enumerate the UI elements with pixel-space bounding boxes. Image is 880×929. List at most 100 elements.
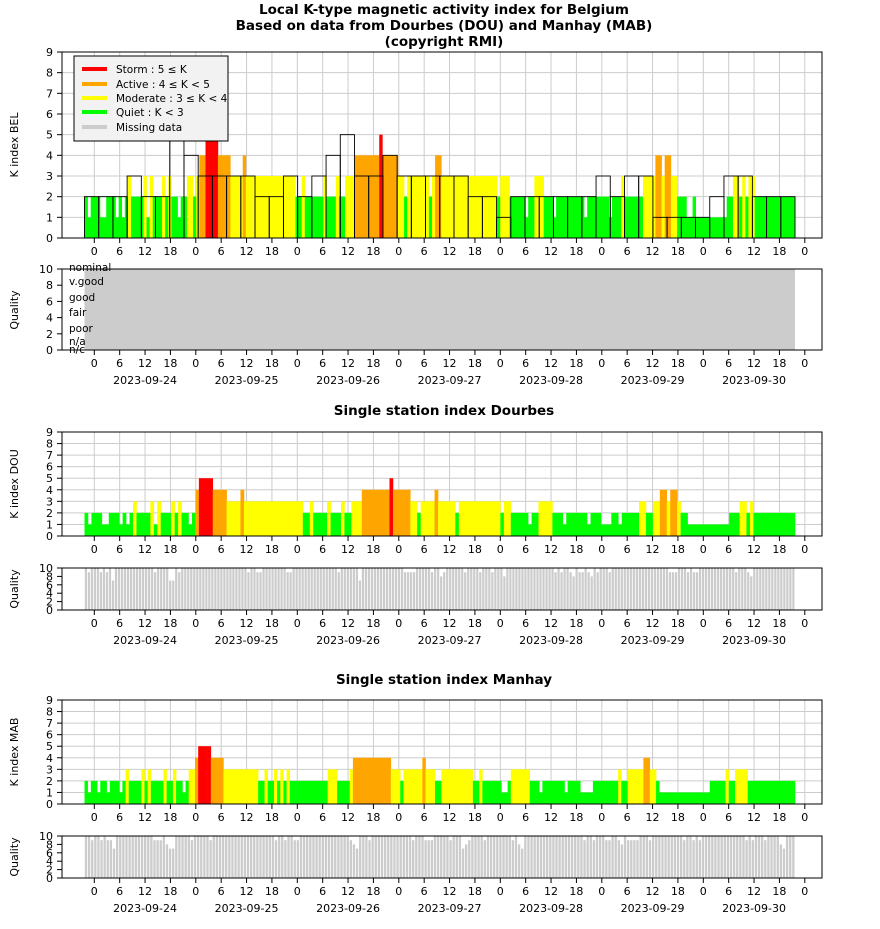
bel-fine-bar [701,217,706,238]
dou-bar [725,524,730,536]
bel-fine-bar [723,217,728,238]
bel-fine-bar [289,176,293,238]
mab-quality-frame [61,835,823,879]
dou-quality-bar [467,568,470,610]
mab-bar [176,780,180,804]
dou-quality-bar [614,568,617,610]
dou-quality-bar [217,568,220,610]
dou-x-tick-label: 0 [91,543,98,556]
bel-fine-bar [252,176,256,238]
mab-bar [356,757,360,804]
mab-bar [84,780,88,804]
mab-bar [270,780,275,804]
bel-quality-date-label: 2023-09-29 [621,374,685,387]
mab-bar [352,757,357,804]
bel-fine-bar [342,196,346,238]
bel-fine-bar [385,155,389,238]
dou-x-tick-label: 18 [772,543,786,556]
dou-quality-bar [717,568,720,610]
bel-fine-bar [552,217,557,238]
dou-bar [413,501,418,536]
dou-y-tick-label: 0 [46,530,53,543]
mab-bar [675,792,679,804]
mab-quality-bar [583,840,586,878]
mab-y-tick-label: 0 [46,798,53,811]
mab-quality-bar [567,836,571,878]
dou-bar [663,489,668,536]
dou-quality-bar [108,568,112,610]
dou-quality-bar [674,572,678,610]
dou-quality-bar [506,568,509,610]
mab-y-tick-label: 8 [46,706,53,719]
dou-bar [372,489,376,536]
mab-quality-bar [172,848,175,878]
bel-fine-bar [320,196,324,238]
mab-bar [599,780,603,804]
mab-quality-y-tick-label: 8 [46,838,53,851]
quality-level-label: n/a [69,336,86,348]
dou-bar [697,524,702,536]
mab-quality-bar [605,840,608,878]
bel-quality-x-tick-label: 12 [341,357,355,370]
mab-quality-bar [253,836,256,878]
bel-x-tick-label: 18 [265,245,279,258]
dou-quality-bar [723,568,726,610]
dou-quality-bar [446,568,449,610]
bel-fine-bar [332,196,337,238]
mab-x-tick-label: 18 [163,811,177,824]
mab-quality-bar [776,836,779,878]
mab-quality-bar [474,836,477,878]
mab-quality-bar [436,836,440,878]
dou-bar [316,512,321,536]
dou-quality-bar [292,568,295,610]
mab-bar [422,757,426,804]
bel-fine-bar [174,196,178,238]
dou-bar [548,501,553,536]
mab-bar [144,780,148,804]
dou-quality-bar [352,568,355,610]
mab-quality-bar [679,836,683,878]
bel-quality-date-label: 2023-09-30 [722,374,786,387]
mab-bar [741,769,745,804]
mab-bar [583,792,587,804]
mab-bar [542,780,546,804]
dou-x-tick-label: 18 [569,543,583,556]
mab-bar [283,780,287,804]
bel-quality-y-tick-label: 2 [46,328,53,341]
mab-quality-bar [561,836,564,878]
dou-quality-bar [611,568,614,610]
dou-quality-bar [560,572,563,610]
bel-quality-x-tick-label: 12 [747,357,761,370]
bel-fine-bar [447,176,451,238]
dou-bar [767,512,772,536]
dou-quality-bar [280,568,283,610]
dou-x-tick-label: 6 [319,543,326,556]
dou-bar [483,501,487,536]
bel-y-tick-label: 7 [46,87,53,100]
mab-bar [716,780,720,804]
mab-x-tick-label: 0 [801,811,808,824]
dou-quality-bar [605,568,608,610]
dou-quality-bar [172,580,175,610]
mab-bar [788,780,793,804]
dou-quality-bar [747,572,750,610]
bel-fine-bar [720,217,724,238]
dou-quality-bar [409,572,413,610]
dou-quality-bar [331,568,334,610]
mab-bar [387,757,392,804]
dou-quality-bar [343,568,346,610]
mab-quality-bar [352,844,356,878]
dou-quality-bar [428,568,431,610]
mab-quality-bar [228,836,231,878]
dou-quality-bar [741,568,744,610]
bel-fine-bar [388,155,392,238]
dou-bar [628,512,633,536]
mab-bar [719,780,723,804]
dou-bar [500,512,505,536]
mab-bar [646,757,651,804]
mab-bar [441,769,445,804]
mab-quality-bar [112,848,116,878]
dou-bar [191,512,196,536]
mab-quality-date-label: 2023-09-26 [316,902,380,915]
dou-quality-y-tick-label: 2 [46,596,53,609]
